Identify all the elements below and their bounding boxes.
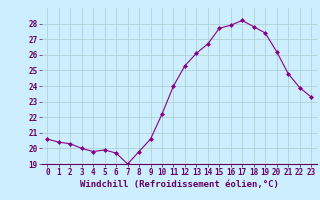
X-axis label: Windchill (Refroidissement éolien,°C): Windchill (Refroidissement éolien,°C) — [80, 180, 279, 189]
